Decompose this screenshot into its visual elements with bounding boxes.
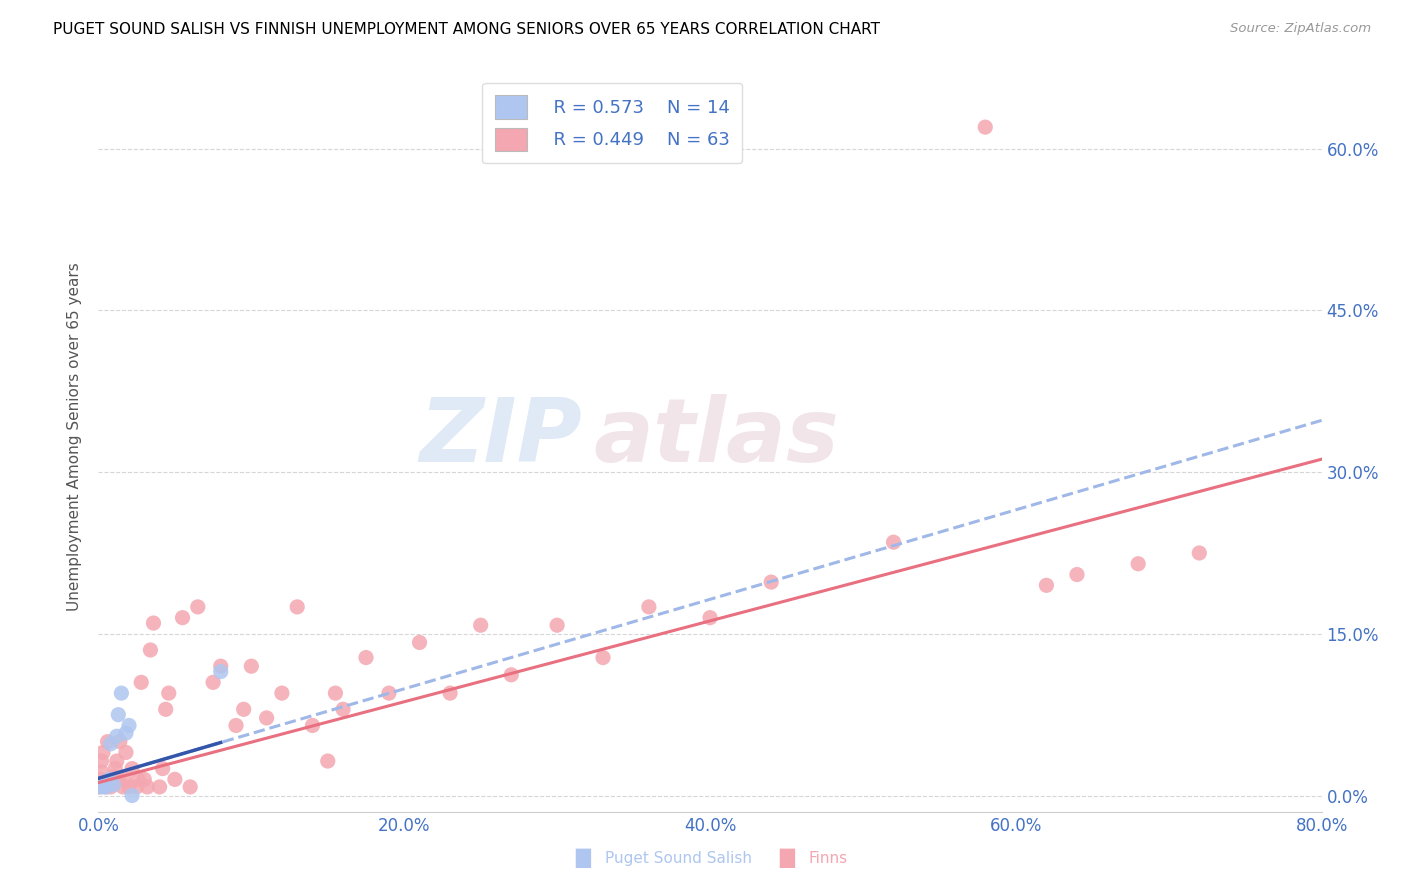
Point [89, 778, 111, 792]
Point [149, 780, 172, 794]
Point [107, 772, 129, 787]
Text: Puget Sound Salish: Puget Sound Salish [605, 851, 752, 865]
Point [439, 686, 461, 700]
Point [134, 772, 156, 787]
Point [94, 780, 117, 794]
Point [187, 599, 209, 614]
Point [202, 675, 225, 690]
Point [104, 762, 127, 776]
Point [118, 780, 141, 794]
Point [89, 780, 111, 794]
Point [98, 772, 121, 787]
Point [699, 610, 721, 624]
Point [89, 772, 111, 787]
Text: ZIP: ZIP [419, 393, 582, 481]
Point [105, 729, 128, 743]
Point [1188, 546, 1211, 560]
Text: Finns: Finns [808, 851, 848, 865]
Point [232, 702, 254, 716]
Text: █: █ [575, 848, 591, 868]
Point [127, 772, 149, 787]
Point [152, 762, 174, 776]
Point [121, 789, 143, 803]
Point [100, 780, 122, 794]
Point [759, 575, 782, 590]
Point [209, 665, 232, 679]
Point [546, 618, 568, 632]
Point [107, 707, 129, 722]
Text: PUGET SOUND SALISH VS FINNISH UNEMPLOYMENT AMONG SENIORS OVER 65 YEARS CORRELATI: PUGET SOUND SALISH VS FINNISH UNEMPLOYME… [53, 22, 880, 37]
Y-axis label: Unemployment Among Seniors over 65 years: Unemployment Among Seniors over 65 years [67, 263, 83, 611]
Point [100, 737, 122, 751]
Point [101, 772, 124, 787]
Point [209, 659, 232, 673]
Point [90, 764, 112, 779]
Point [91, 746, 114, 760]
Point [112, 772, 135, 787]
Point [111, 780, 134, 794]
Point [97, 734, 120, 748]
Point [125, 780, 148, 794]
Point [285, 599, 308, 614]
Point [332, 702, 354, 716]
Point [301, 718, 323, 732]
Point [179, 780, 201, 794]
Text: █: █ [779, 848, 794, 868]
Point [155, 702, 177, 716]
Point [501, 668, 523, 682]
Point [142, 615, 165, 630]
Point [592, 650, 614, 665]
Point [408, 635, 430, 649]
Point [256, 711, 278, 725]
Point [316, 754, 339, 768]
Point [1128, 557, 1150, 571]
Point [118, 718, 141, 732]
Point [637, 599, 661, 614]
Point [354, 650, 377, 665]
Point [1035, 578, 1057, 592]
Point [121, 762, 143, 776]
Point [974, 120, 997, 135]
Point [103, 769, 125, 783]
Text: atlas: atlas [593, 393, 839, 481]
Point [172, 610, 194, 624]
Point [139, 643, 162, 657]
Point [1066, 567, 1088, 582]
Point [110, 686, 132, 700]
Point [91, 780, 114, 794]
Point [270, 686, 292, 700]
Point [325, 686, 347, 700]
Point [240, 659, 263, 673]
Point [470, 618, 492, 632]
Point [129, 675, 152, 690]
Point [105, 754, 128, 768]
Point [115, 746, 138, 760]
Point [115, 726, 138, 740]
Point [225, 718, 247, 732]
Point [108, 734, 131, 748]
Point [94, 780, 117, 794]
Legend:   R = 0.573    N = 14,   R = 0.449    N = 63: R = 0.573 N = 14, R = 0.449 N = 63 [482, 83, 742, 163]
Point [883, 535, 905, 549]
Point [87, 780, 110, 794]
Point [378, 686, 401, 700]
Point [103, 778, 125, 792]
Point [90, 754, 112, 768]
Point [136, 780, 159, 794]
Point [157, 686, 180, 700]
Point [163, 772, 186, 787]
Text: Source: ZipAtlas.com: Source: ZipAtlas.com [1230, 22, 1371, 36]
